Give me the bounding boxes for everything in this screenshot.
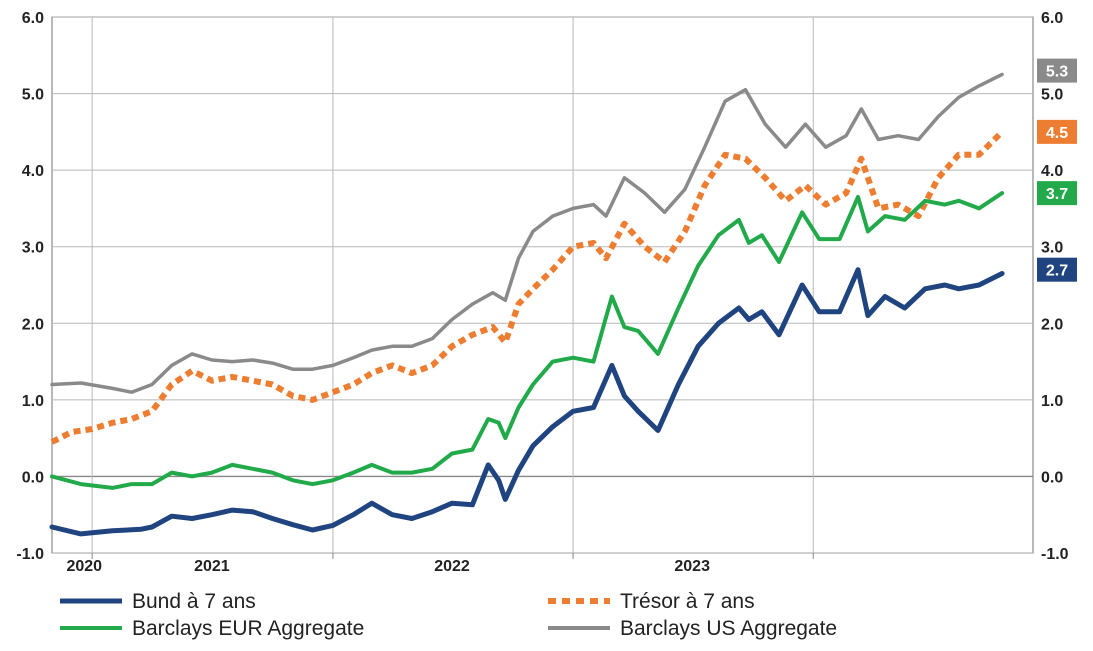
y-right-tick-label: 5.0	[1041, 87, 1063, 104]
y-right-tick-label: 3.0	[1041, 240, 1063, 257]
legend-label-3: Barclays US Aggregate	[620, 617, 837, 640]
y-left-tick-label: 0.0	[22, 469, 44, 486]
y-left-tick-label: 6.0	[22, 10, 44, 27]
x-tick-label: 2023	[674, 558, 710, 575]
y-left-tick-label: -1.0	[16, 546, 44, 563]
y-right-tick-label: 0.0	[1041, 469, 1063, 486]
y-left-tick-label: 1.0	[22, 393, 44, 410]
y-left-tick-label: 3.0	[22, 240, 44, 257]
y-right-tick-label: 6.0	[1041, 10, 1063, 27]
y-right-tick-label: 1.0	[1041, 393, 1063, 410]
series-line-2	[50, 191, 1005, 490]
grid	[51, 16, 1034, 554]
y-left-tick-label: 2.0	[22, 316, 44, 333]
x-tick-label: 2021	[194, 558, 230, 575]
series-line-0	[49, 267, 1005, 537]
series-lines	[49, 72, 1005, 537]
x-tick-label: 2022	[434, 558, 470, 575]
plot-frame	[51, 16, 1034, 554]
y-left-tick-label: 5.0	[22, 87, 44, 104]
end-badge-label-0: 2.7	[1046, 263, 1068, 280]
series-line-3	[50, 72, 1004, 394]
end-value-badges: 2.7 4.5 3.7 5.3	[1037, 58, 1077, 282]
y-right-tick-label: 4.0	[1041, 163, 1063, 180]
end-badge-1	[1037, 119, 1077, 144]
x-axis-ticks: 2020 2021 2022 2023	[66, 553, 814, 575]
y-axis-right-ticks: 6.0 5.0 4.0 3.0 2.0 1.0 0.0 -1.0	[1041, 10, 1069, 563]
legend-label-2: Barclays EUR Aggregate	[132, 617, 364, 640]
y-axis-left-ticks: 6.0 5.0 4.0 3.0 2.0 1.0 0.0 -1.0	[16, 10, 44, 563]
end-badge-0	[1037, 257, 1077, 282]
legend-label-1: Trésor à 7 ans	[620, 590, 755, 613]
end-badge-label-2: 3.7	[1046, 186, 1068, 203]
legend-label-0: Bund à 7 ans	[132, 590, 256, 613]
end-badge-2	[1037, 181, 1077, 206]
legend: Bund à 7 ans Trésor à 7 ans Barclays EUR A…	[60, 590, 837, 640]
end-badge-label-1: 4.5	[1046, 125, 1068, 142]
x-tick-label: 2020	[66, 558, 102, 575]
end-badge-label-3: 5.3	[1046, 64, 1068, 81]
y-left-tick-label: 4.0	[22, 163, 44, 180]
y-right-tick-label: -1.0	[1041, 546, 1069, 563]
end-badge-3	[1037, 58, 1077, 83]
y-right-tick-label: 2.0	[1041, 316, 1063, 333]
